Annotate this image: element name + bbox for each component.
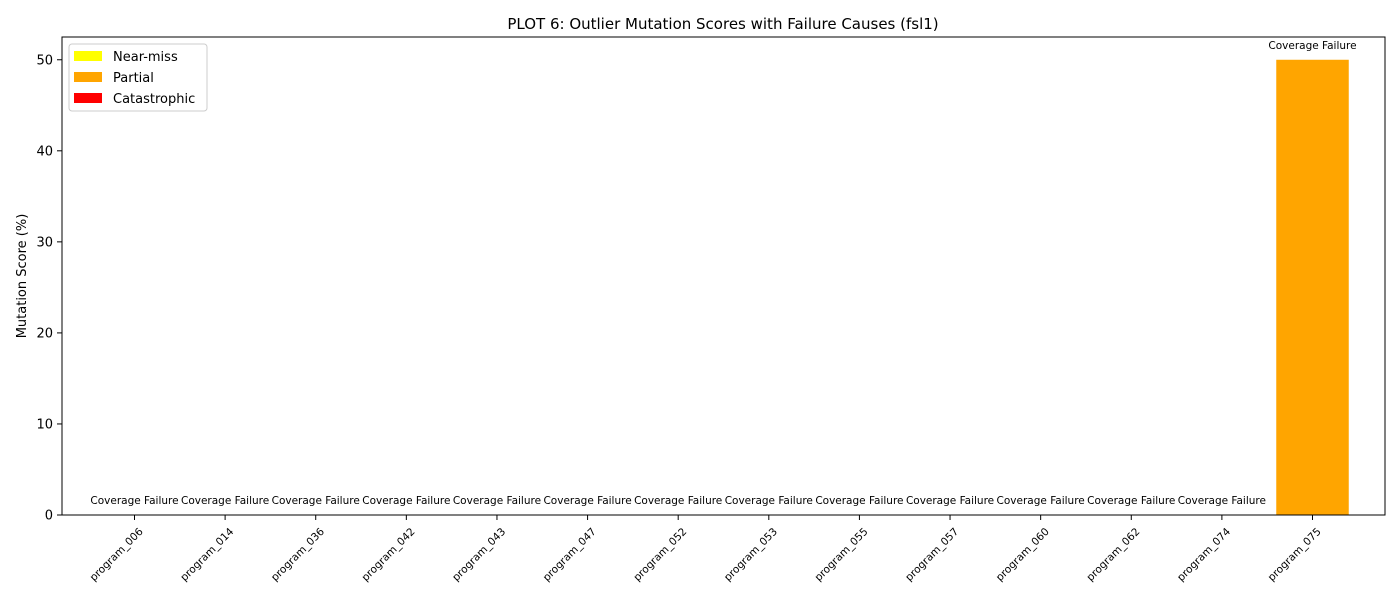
- y-axis-label: Mutation Score (%): [15, 214, 30, 339]
- bar-annotation-program_074: Coverage Failure: [1178, 495, 1266, 507]
- bar-program_075: [1276, 59, 1349, 516]
- bar-annotation-program_060: Coverage Failure: [997, 495, 1085, 507]
- y-tick-label-0: 0: [45, 509, 53, 524]
- plot-frame: [61, 36, 1386, 516]
- x-tick-label-program_043: program_043: [450, 526, 508, 584]
- x-tick-label-program_062: program_062: [1084, 526, 1142, 584]
- x-tick-label-program_053: program_053: [722, 526, 780, 584]
- chart-title: PLOT 6: Outlier Mutation Scores with Fai…: [507, 15, 938, 33]
- bar-annotation-program_042: Coverage Failure: [362, 495, 450, 507]
- x-tick-label-program_042: program_042: [359, 526, 417, 584]
- bar-annotation-program_057: Coverage Failure: [906, 495, 994, 507]
- legend-swatch-partial: [74, 72, 102, 82]
- x-tick-label-program_036: program_036: [269, 526, 327, 584]
- legend-label-partial: Partial: [113, 71, 154, 86]
- bar-annotation-program_053: Coverage Failure: [725, 495, 813, 507]
- legend-swatch-catastrophic: [74, 93, 102, 103]
- x-tick-label-program_052: program_052: [631, 526, 689, 584]
- bar-annotation-program_036: Coverage Failure: [272, 495, 360, 507]
- y-tick-label-40: 40: [36, 144, 53, 159]
- legend: Near-miss Partial Catastrophic: [68, 43, 208, 112]
- legend-label-near-miss: Near-miss: [113, 50, 178, 65]
- y-tick-label-50: 50: [36, 53, 53, 68]
- legend-frame: [68, 43, 208, 112]
- y-tick-label-30: 30: [36, 235, 53, 250]
- bar-annotation-program_014: Coverage Failure: [181, 495, 269, 507]
- bar-annotation-program_047: Coverage Failure: [543, 495, 631, 507]
- y-tick-label-10: 10: [36, 417, 53, 432]
- x-tick-label-program_057: program_057: [903, 526, 961, 584]
- bars-group: [1276, 59, 1349, 516]
- x-tick-label-program_006: program_006: [88, 526, 146, 584]
- bar-annotation-program_006: Coverage Failure: [90, 495, 178, 507]
- bar-annotation-program_052: Coverage Failure: [634, 495, 722, 507]
- y-axis: 0 10 20 30 40 50: [36, 53, 62, 524]
- bar-annotation-program_055: Coverage Failure: [815, 495, 903, 507]
- bar-annotation-program_075: Coverage Failure: [1268, 40, 1356, 52]
- x-tick-label-program_014: program_014: [178, 526, 236, 584]
- x-tick-label-program_055: program_055: [813, 526, 871, 584]
- x-tick-label-program_074: program_074: [1175, 526, 1233, 584]
- annotations-group: Coverage Failure Coverage Failure Coverage…: [90, 40, 1356, 507]
- bar-annotation-program_062: Coverage Failure: [1087, 495, 1175, 507]
- x-tick-label-program_060: program_060: [994, 526, 1052, 584]
- x-axis: program_006 program_014 program_036 program…: [88, 515, 1324, 584]
- legend-label-catastrophic: Catastrophic: [113, 92, 195, 107]
- bar-annotation-program_043: Coverage Failure: [453, 495, 541, 507]
- y-tick-label-20: 20: [36, 326, 53, 341]
- legend-swatch-near-miss: [74, 51, 102, 61]
- x-tick-label-program_047: program_047: [541, 526, 599, 584]
- x-tick-label-program_075: program_075: [1266, 526, 1324, 584]
